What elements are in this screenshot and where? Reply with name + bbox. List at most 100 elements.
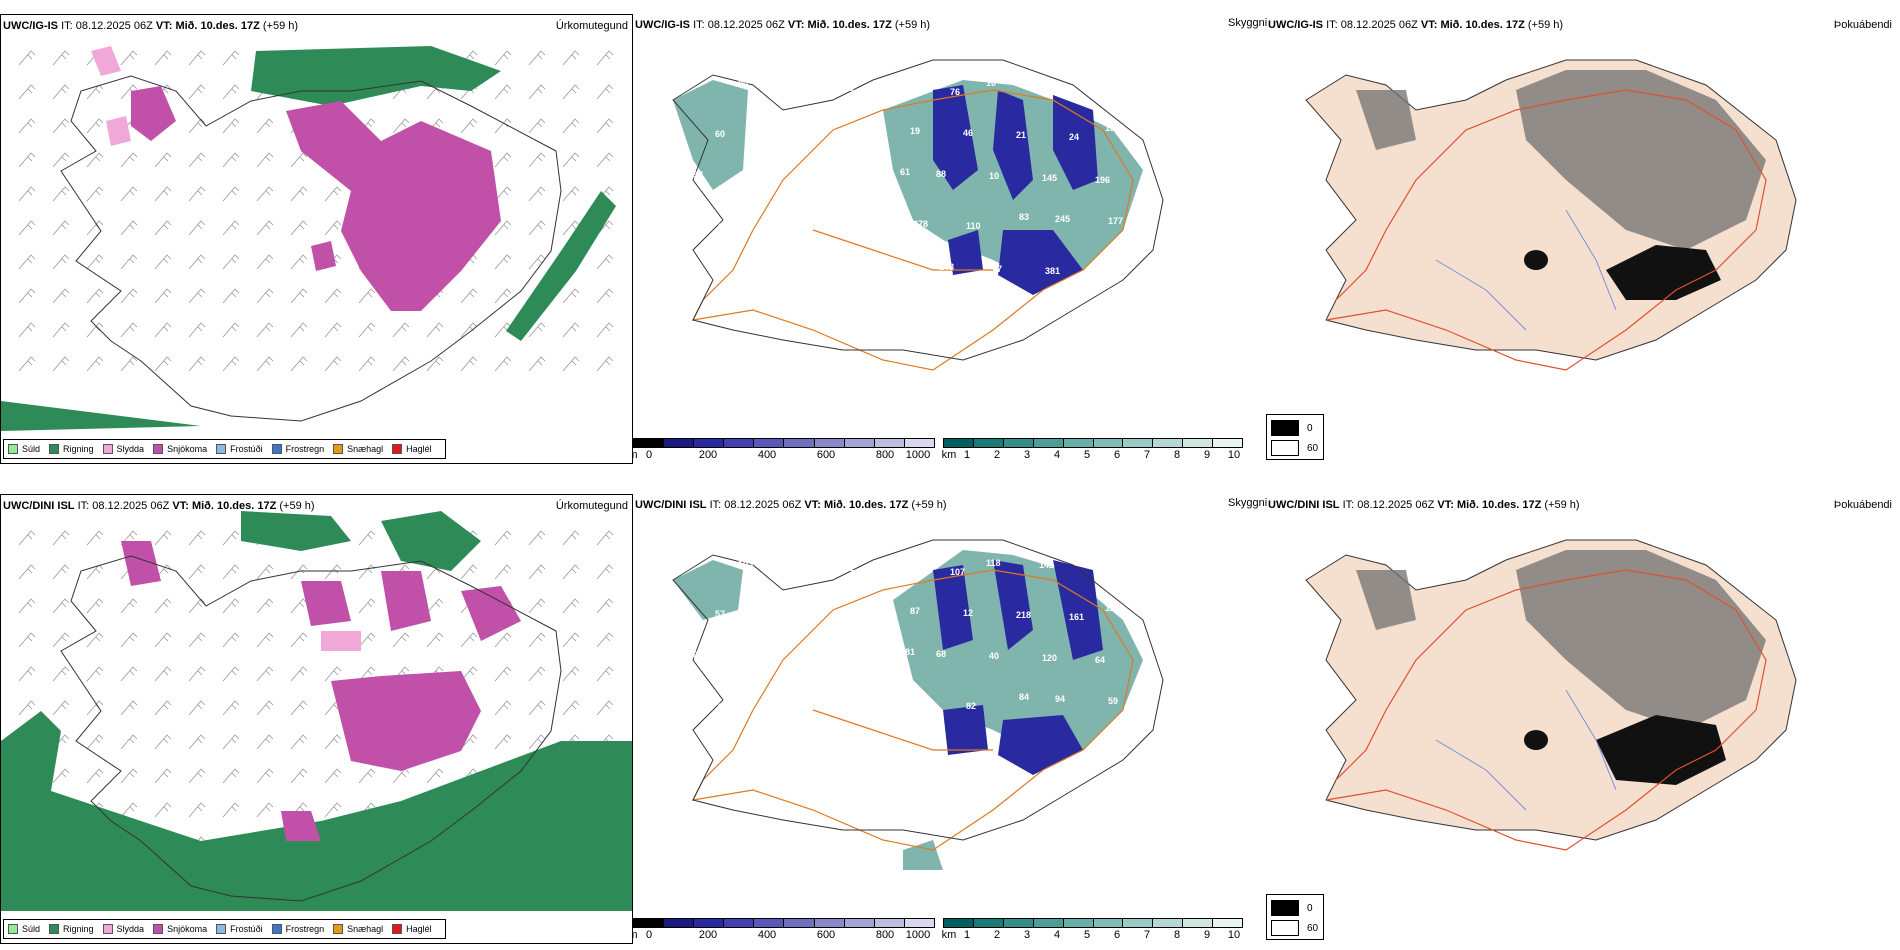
ceiling-bin — [664, 919, 695, 927]
cloud-base-label: 12 — [963, 608, 973, 618]
wind-barb — [392, 632, 410, 648]
vt-value: Mið. 10.des. 17Z — [175, 20, 260, 32]
wind-barb — [460, 632, 478, 648]
wind-barb — [52, 50, 70, 66]
lead-time: (+59 h) — [894, 19, 931, 31]
wind-barb — [52, 564, 70, 580]
wind-barb — [86, 564, 104, 580]
vt-label: VT: — [1420, 19, 1438, 31]
cloud-base-label: 181 — [1105, 123, 1120, 133]
cloud-base-label: 40 — [821, 122, 831, 132]
cloud-base-label: 90 — [744, 265, 754, 275]
ceiling-bin — [754, 439, 785, 447]
wind-barb — [256, 186, 274, 202]
legend-swatch — [49, 444, 60, 454]
roads — [1325, 569, 1767, 851]
wind-barb — [52, 322, 70, 338]
cloud-base-label: 145 — [1042, 173, 1057, 183]
cloud-base-label: 90 — [738, 79, 748, 89]
wind-barb — [562, 84, 580, 100]
wind-barb — [222, 666, 240, 682]
wind-barb — [120, 322, 138, 338]
legend-swatch — [271, 924, 282, 934]
wind-barb — [528, 700, 546, 716]
wind-barb — [120, 50, 138, 66]
cloud-base-label: 88 — [936, 169, 946, 179]
wind-barb — [18, 322, 36, 338]
it-value: 08.12.2025 06Z — [707, 19, 785, 31]
wind-barb — [188, 186, 206, 202]
cloud-base-label: 120 — [1042, 653, 1057, 663]
wind-barb — [188, 118, 206, 134]
wind-barb — [460, 322, 478, 338]
wind-barb — [494, 632, 512, 648]
wind-barb — [562, 632, 580, 648]
vis-tick: 4 — [1053, 929, 1061, 941]
wind-barb — [562, 220, 580, 236]
vis-bin — [1063, 439, 1094, 447]
cloud-base-label: 196 — [1095, 175, 1110, 185]
ceiling-colorbar: m 0 200 400 600 800 1000 — [633, 918, 935, 942]
ceiling-colorbar: m 0 200 400 600 800 1000 — [633, 438, 935, 462]
legend-swatch — [333, 924, 344, 934]
legend-label: Slydda — [116, 924, 145, 934]
ceiling-bin — [634, 919, 665, 927]
wind-barb — [86, 734, 104, 750]
ceiling-area — [933, 560, 1103, 775]
wind-barb — [188, 84, 206, 100]
wind-barb — [324, 564, 342, 580]
wind-barb — [86, 152, 104, 168]
fog-indicator-area — [1356, 550, 1766, 730]
it-value: 08.12.2025 06Z — [75, 20, 153, 32]
wind-barb — [256, 152, 274, 168]
it-label: IT: — [1326, 19, 1338, 31]
wind-barb — [596, 530, 614, 546]
wind-barb — [324, 768, 342, 784]
cloud-base-label: 61 — [900, 167, 910, 177]
wind-barb — [52, 84, 70, 100]
panel-header: UWC/IG-IS IT: 08.12.2025 06Z VT: Mið. 10… — [1, 15, 632, 32]
cloud-panel-title: Skyggni — [1228, 497, 1268, 509]
wind-barb — [222, 118, 240, 134]
fog-swatch — [1271, 900, 1299, 916]
wind-barb — [256, 598, 274, 614]
wind-barb — [426, 356, 444, 372]
wind-barb — [120, 802, 138, 818]
lead-time: (+59 h) — [1527, 19, 1564, 31]
legend-label: Snæhagl — [347, 444, 384, 454]
wind-barb — [222, 700, 240, 716]
ceiling-tick: 0 — [645, 929, 653, 941]
wind-barb — [222, 186, 240, 202]
rivers — [1435, 209, 1617, 331]
wind-barb — [290, 152, 308, 168]
wind-barb — [222, 152, 240, 168]
wind-barb — [358, 768, 376, 784]
wind-barb — [154, 288, 172, 304]
wind-barb — [52, 254, 70, 270]
wind-barb — [86, 598, 104, 614]
fog-panel-bottom: UWC/DINI ISL IT: 08.12.2025 06Z VT: Mið.… — [1266, 494, 1900, 944]
precip-map — [1, 511, 632, 911]
wind-barb — [596, 288, 614, 304]
wind-barb — [52, 356, 70, 372]
legend-swatch — [216, 444, 227, 454]
vis-tick: 7 — [1143, 929, 1151, 941]
vis-bin — [1093, 439, 1124, 447]
wind-barb — [358, 598, 376, 614]
wind-barb — [86, 220, 104, 236]
wind-barb — [562, 50, 580, 66]
cloud-base-label: 128 — [1105, 603, 1120, 613]
cloud-base-label: 161 — [1069, 612, 1084, 622]
wind-barb — [528, 564, 546, 580]
precip-legend: Súld Rigning Slydda Snjókoma Frostúði Fr… — [3, 919, 446, 939]
ceiling-bin — [904, 439, 934, 447]
wind-barb — [52, 118, 70, 134]
cloud-base-label: 20 — [685, 77, 695, 87]
wind-barb — [290, 220, 308, 236]
wind-barb — [460, 734, 478, 750]
wind-barb — [222, 288, 240, 304]
legend-label: Rigning — [63, 924, 94, 934]
snow-area — [121, 541, 521, 841]
cloud-base-label: 27 — [850, 738, 860, 748]
wind-barb — [18, 356, 36, 372]
